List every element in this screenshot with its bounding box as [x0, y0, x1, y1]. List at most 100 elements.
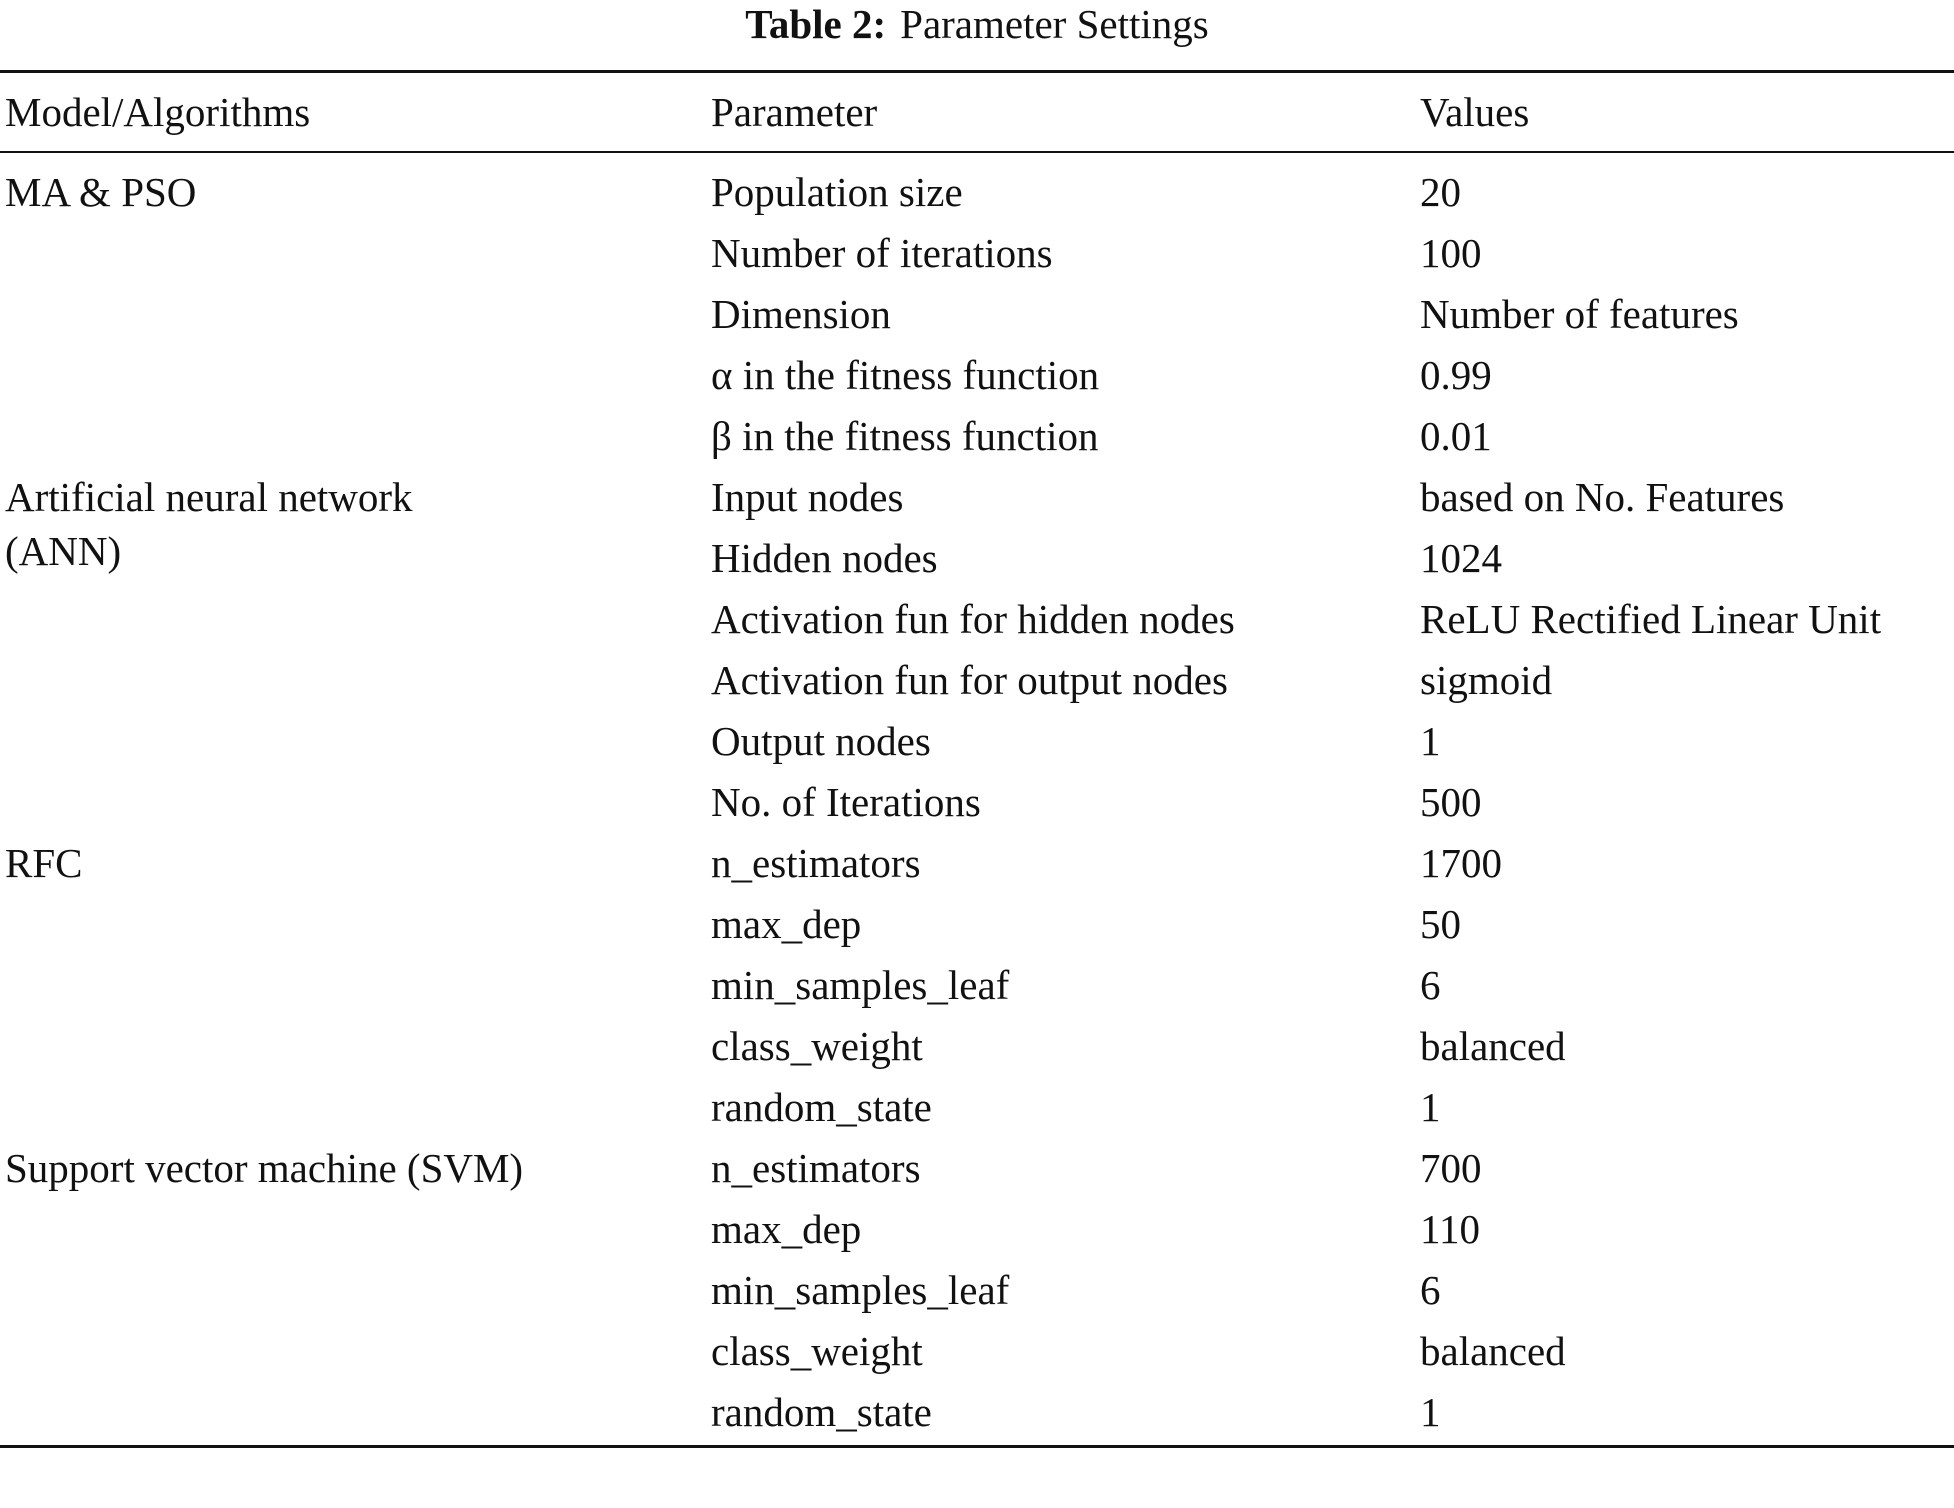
parameter-cell: Dimension	[711, 280, 1420, 341]
parameter-cell: Population size	[711, 152, 1420, 219]
caption-label: Table 2:	[745, 1, 887, 47]
parameter-cell: No. of Iterations	[711, 768, 1420, 829]
model-cell: Support vector machine (SVM)	[0, 1134, 711, 1447]
parameter-value: 500	[1420, 779, 1482, 825]
parameter-value: 1	[1420, 718, 1441, 764]
value-cell: 50	[1420, 890, 1954, 951]
parameter-cell: max_dep	[711, 1195, 1420, 1256]
parameter-name: max_dep	[711, 1206, 862, 1252]
table-row: Activation fun for hidden nodes ReLU Rect…	[0, 585, 1954, 646]
parameter-name: n_estimators	[711, 1145, 921, 1191]
parameter-name: random_state	[711, 1389, 932, 1435]
parameter-cell: class_weight	[711, 1012, 1420, 1073]
parameter-name: β in the fitness function	[711, 413, 1099, 459]
parameter-cell: Output nodes	[711, 707, 1420, 768]
parameter-value: 0.01	[1420, 413, 1492, 459]
model-cell: RFC	[0, 829, 711, 1134]
value-cell: 6	[1420, 951, 1954, 1012]
parameter-name: Activation fun for output nodes	[711, 657, 1228, 703]
value-cell: balanced	[1420, 1317, 1954, 1378]
model-name: Support vector machine (SVM)	[5, 1145, 524, 1191]
parameter-name: n_estimators	[711, 840, 921, 886]
parameter-cell: β in the fitness function	[711, 402, 1420, 463]
table-row: max_dep 110	[0, 1195, 1954, 1256]
model-group: Support vector machine (SVM) n_estimators…	[0, 1134, 1954, 1447]
table-row: min_samples_leaf 6	[0, 1256, 1954, 1317]
model-group: Artificial neural network (ANN) Input nod…	[0, 463, 1954, 829]
value-cell: 1024	[1420, 524, 1954, 585]
parameter-cell: n_estimators	[711, 1134, 1420, 1195]
parameter-value: 1	[1420, 1084, 1441, 1130]
parameter-cell: Hidden nodes	[711, 524, 1420, 585]
parameter-value: 50	[1420, 901, 1461, 947]
column-header: Model/Algorithms	[5, 89, 311, 135]
parameter-name: class_weight	[711, 1328, 923, 1374]
parameter-value: sigmoid	[1420, 657, 1553, 703]
value-cell: 500	[1420, 768, 1954, 829]
parameter-name: random_state	[711, 1084, 932, 1130]
parameter-value: balanced	[1420, 1023, 1566, 1069]
table-row: RFC n_estimators 1700	[0, 829, 1954, 890]
parameter-name: Population size	[711, 169, 963, 215]
value-cell: 0.99	[1420, 341, 1954, 402]
parameter-value: ReLU Rectified Linear Unit	[1420, 596, 1882, 642]
parameter-cell: Input nodes	[711, 463, 1420, 524]
parameter-name: α in the fitness function	[711, 352, 1100, 398]
parameter-value: 100	[1420, 230, 1482, 276]
value-cell: 6	[1420, 1256, 1954, 1317]
parameter-cell: random_state	[711, 1378, 1420, 1447]
model-name: RFC	[5, 840, 83, 886]
parameter-cell: max_dep	[711, 890, 1420, 951]
parameter-value: 1700	[1420, 840, 1502, 886]
value-cell: 20	[1420, 152, 1954, 219]
model-group: RFC n_estimators 1700 max_dep 50 min_samples_…	[0, 829, 1954, 1134]
table-row: Activation fun for output nodes sigmoid	[0, 646, 1954, 707]
table-row: α in the fitness function 0.99	[0, 341, 1954, 402]
table-row: max_dep 50	[0, 890, 1954, 951]
table-row: random_state 1	[0, 1378, 1954, 1447]
value-cell: based on No. Features	[1420, 463, 1954, 524]
parameter-name: Input nodes	[711, 474, 904, 520]
model-cell: Artificial neural network (ANN)	[0, 463, 711, 829]
parameter-name: Dimension	[711, 291, 891, 337]
table-row: min_samples_leaf 6	[0, 951, 1954, 1012]
parameter-name: max_dep	[711, 901, 862, 947]
value-cell: 100	[1420, 219, 1954, 280]
parameter-name: No. of Iterations	[711, 779, 981, 825]
parameter-cell: n_estimators	[711, 829, 1420, 890]
table-row: β in the fitness function 0.01	[0, 402, 1954, 463]
table-row: No. of Iterations 500	[0, 768, 1954, 829]
model-group: MA & PSO Population size 20 Number of itera…	[0, 152, 1954, 463]
column-header: Parameter	[711, 89, 878, 135]
parameter-cell: min_samples_leaf	[711, 1256, 1420, 1317]
parameter-table: Model/Algorithms Parameter Values MA & PSO…	[0, 70, 1954, 1448]
parameter-name: Activation fun for hidden nodes	[711, 596, 1235, 642]
parameter-name: Output nodes	[711, 718, 931, 764]
parameter-name: Hidden nodes	[711, 535, 938, 581]
value-cell: 1700	[1420, 829, 1954, 890]
table-row: MA & PSO Population size 20	[0, 152, 1954, 219]
value-cell: 110	[1420, 1195, 1954, 1256]
model-cell: MA & PSO	[0, 152, 711, 463]
table-row: class_weight balanced	[0, 1012, 1954, 1073]
value-cell: 1	[1420, 1378, 1954, 1447]
parameter-cell: min_samples_leaf	[711, 951, 1420, 1012]
parameter-name: class_weight	[711, 1023, 923, 1069]
parameter-value: 6	[1420, 1267, 1441, 1313]
table-row: Number of iterations 100	[0, 219, 1954, 280]
column-header: Values	[1420, 89, 1530, 135]
parameter-value: based on No. Features	[1420, 474, 1785, 520]
parameter-value: 110	[1420, 1206, 1480, 1252]
parameter-value: 6	[1420, 962, 1441, 1008]
parameter-name: Number of iterations	[711, 230, 1053, 276]
table-row: Dimension Number of features	[0, 280, 1954, 341]
value-cell: 1	[1420, 1073, 1954, 1134]
parameter-cell: class_weight	[711, 1317, 1420, 1378]
table-caption: Table 2: Parameter Settings	[0, 0, 1954, 48]
parameter-value: 1	[1420, 1389, 1441, 1435]
table-row: Artificial neural network (ANN) Input nod…	[0, 463, 1954, 574]
table-row: Support vector machine (SVM) n_estimators…	[0, 1134, 1954, 1195]
parameter-value: balanced	[1420, 1328, 1566, 1374]
parameter-name: min_samples_leaf	[711, 962, 1010, 1008]
parameter-value: 20	[1420, 169, 1461, 215]
